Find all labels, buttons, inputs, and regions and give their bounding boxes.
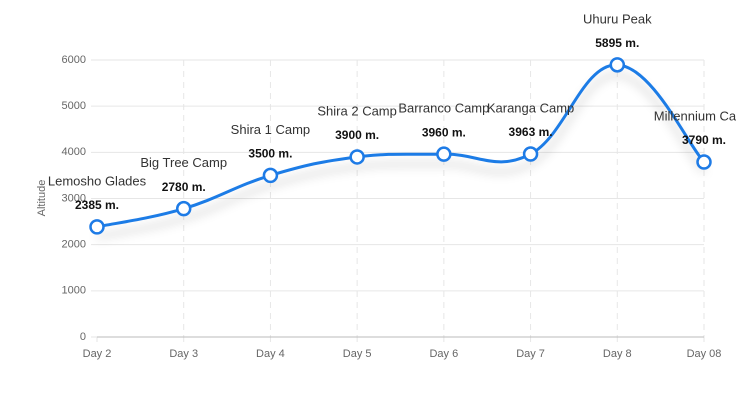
y-tick-label: 3000: [62, 192, 86, 204]
point-label: Barranco Camp: [398, 101, 489, 116]
point-label: Shira 1 Camp: [231, 122, 310, 137]
y-tick-label: 5000: [62, 100, 86, 112]
y-tick-label: 0: [80, 331, 86, 343]
value-label: 5895 m.: [595, 36, 639, 50]
point: [696, 154, 712, 170]
point-label: Millennium Camp: [654, 108, 736, 123]
y-tick-label: 2000: [62, 239, 86, 251]
x-tick-label: Day 08: [687, 348, 722, 360]
x-tick-label: Day 7: [516, 348, 545, 360]
point: [175, 200, 192, 217]
point: [89, 219, 105, 235]
value-label: 3960 m.: [422, 125, 466, 139]
point: [609, 57, 626, 73]
value-label: 3963 m.: [509, 125, 553, 139]
value-label: 3900 m.: [335, 128, 379, 142]
y-tick-label: 4000: [62, 146, 86, 158]
x-tick-label: Day 4: [256, 348, 285, 360]
point-label: Karanga Camp: [487, 100, 574, 115]
y-axis-label: Altitude: [36, 180, 48, 217]
value-label: 2385 m.: [75, 198, 119, 212]
point: [262, 167, 279, 184]
y-tick-label: 1000: [62, 285, 86, 297]
point-label: Shira 2 Camp: [317, 103, 396, 118]
point-label: Big Tree Camp: [140, 155, 227, 170]
point: [436, 146, 452, 162]
point-label: Lemosho Glades: [48, 173, 147, 188]
x-tick-label: Day 2: [83, 348, 112, 360]
value-label: 3500 m.: [248, 147, 292, 161]
value-label: 2780 m.: [162, 180, 206, 194]
point: [522, 146, 539, 162]
x-tick-label: Day 5: [343, 348, 372, 360]
x-tick-label: Day 8: [603, 348, 632, 360]
y-tick-label: 6000: [62, 54, 86, 66]
x-tick-label: Day 3: [169, 348, 198, 360]
x-tick-label: Day 6: [429, 348, 458, 360]
point: [349, 149, 365, 165]
value-label: 3790 m.: [682, 133, 726, 147]
point-label: Uhuru Peak: [583, 11, 652, 26]
